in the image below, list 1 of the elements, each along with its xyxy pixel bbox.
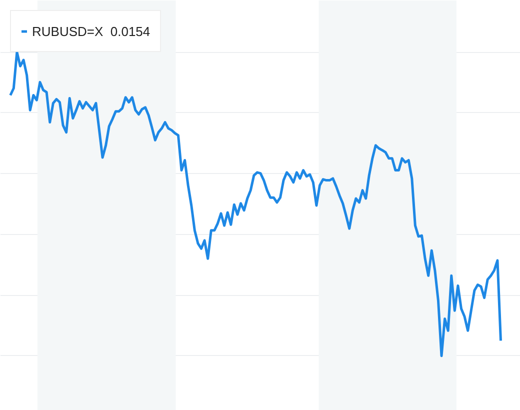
legend-label: RUBUSD=X 0.0154 xyxy=(32,24,150,38)
